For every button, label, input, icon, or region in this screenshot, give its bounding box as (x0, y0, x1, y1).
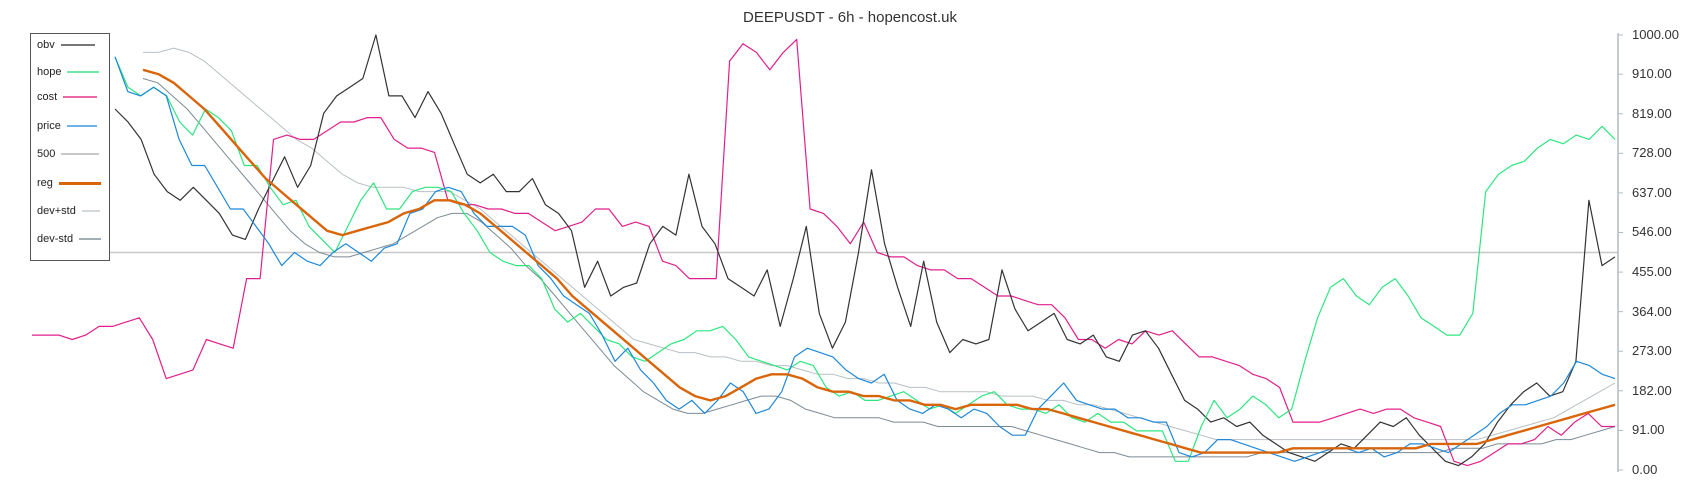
y-tick-label: 273.00 (1632, 343, 1672, 359)
series-dev-plus-minus-std (143, 47, 1616, 441)
y-tick-label: 637.00 (1632, 184, 1672, 200)
series-price (114, 56, 1616, 462)
legend-label: dev-std (37, 233, 74, 245)
legend-label: hope (37, 66, 62, 78)
legend-swatch-reg (58, 181, 101, 185)
legend-item-reg: reg (37, 176, 101, 190)
legend-label: cost (37, 91, 58, 103)
y-tick-label: 364.00 (1632, 303, 1672, 319)
legend-item-price: price (37, 119, 97, 133)
legend-item-obv: obv (37, 38, 95, 52)
legend-item-hope: hope (37, 65, 100, 79)
legend: obv hope cost price 500 reg dev+std dev-… (30, 33, 110, 261)
legend-label: price (37, 120, 61, 132)
y-tick-label: 728.00 (1632, 145, 1672, 161)
y-tick-label: 910.00 (1632, 66, 1672, 82)
y-tick-label: 182.00 (1632, 382, 1672, 398)
legend-label: obv (37, 39, 55, 51)
legend-label: dev+std (37, 205, 76, 217)
legend-swatch-obv (60, 44, 95, 46)
series-cost (32, 38, 1615, 467)
y-axis (1617, 33, 1623, 472)
legend-swatch-hope (67, 71, 100, 73)
legend-item-dev-plus-std: dev+std (37, 204, 100, 218)
legend-item-cost: cost (37, 90, 98, 104)
legend-swatch-price (66, 125, 97, 127)
legend-swatch-dev-plus-std (81, 210, 100, 212)
series-dev-minus-std (142, 78, 1616, 458)
series-layer (32, 34, 1616, 467)
legend-item-500: 500 (37, 147, 100, 161)
legend-item-dev-minus-std: dev-std (37, 232, 102, 246)
legend-label: 500 (37, 148, 56, 160)
chart-title: DEEPUSDT - 6h - hopencost.uk (743, 9, 957, 26)
y-tick-label: 1000.00 (1632, 27, 1679, 42)
y-tick-label: 546.00 (1632, 224, 1672, 240)
series-obv (114, 34, 1616, 467)
legend-swatch-cost (63, 96, 98, 98)
y-tick-label: 455.00 (1632, 264, 1672, 280)
series-reg (142, 68, 1616, 454)
legend-swatch-500 (61, 153, 100, 155)
y-tick-label: 91.00 (1632, 422, 1665, 438)
legend-swatch-dev-minus-std (79, 238, 102, 240)
legend-label: reg (37, 177, 53, 189)
series-hope (114, 56, 1616, 462)
y-tick-label: 0.00 (1632, 462, 1658, 477)
y-tick-label: 819.00 (1632, 105, 1672, 121)
